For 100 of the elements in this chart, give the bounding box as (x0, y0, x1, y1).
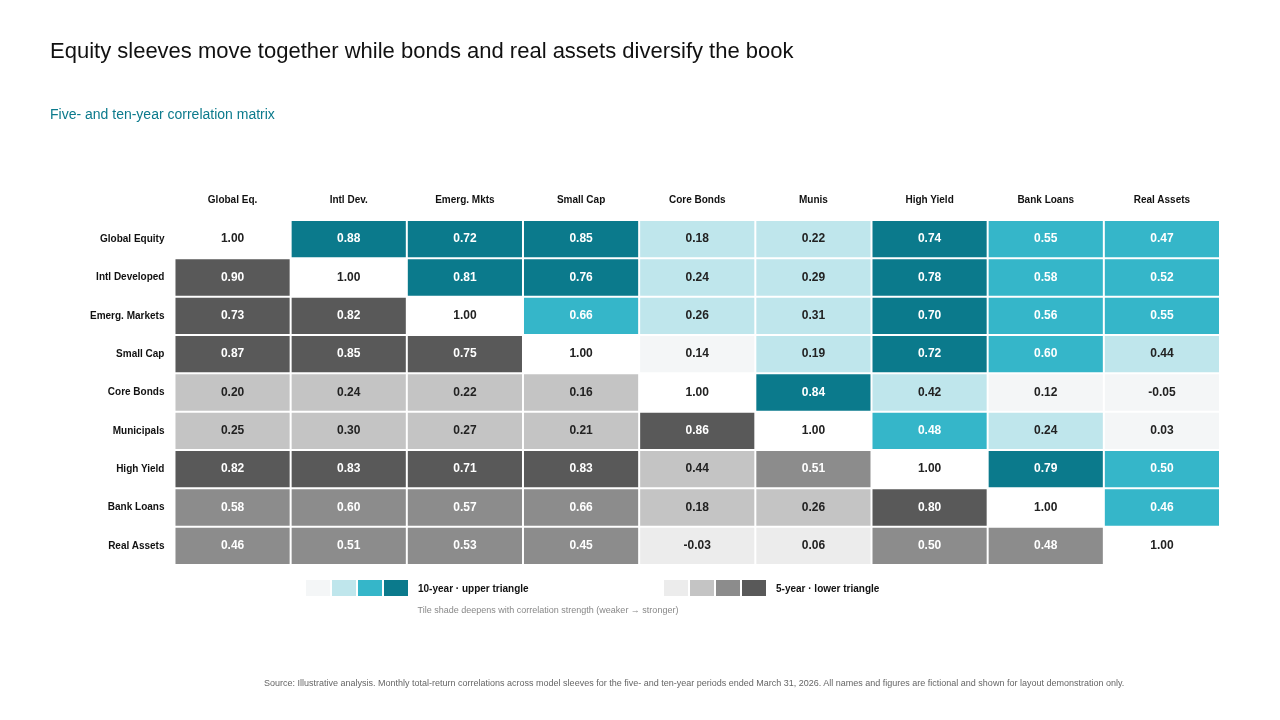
data-label: 0.48 (1034, 538, 1058, 553)
y-tick-label: Real Assets (108, 539, 165, 551)
chart-subtitle: Five- and ten-year correlation matrix (50, 106, 275, 122)
data-label: 1.00 (917, 461, 942, 476)
data-label: 0.12 (1034, 384, 1058, 399)
data-label: 0.52 (1150, 269, 1174, 284)
data-label: 0.03 (1150, 423, 1174, 438)
data-label: 0.26 (685, 308, 710, 323)
y-tick-label: Municipals (112, 424, 165, 436)
data-label: 1.00 (453, 308, 477, 323)
data-label: 0.53 (453, 538, 477, 553)
x-tick-label: Core Bonds (668, 193, 727, 205)
data-label: 0.24 (337, 384, 361, 399)
data-label: 0.76 (569, 269, 594, 284)
text: Tile shade deepens with correlation strength (weaker → stronger) (416, 605, 680, 615)
data-label: 0.55 (1150, 308, 1174, 323)
data-label: 0.06 (801, 538, 826, 553)
data-label: 0.51 (337, 538, 361, 553)
data-label: 1.00 (1034, 499, 1058, 514)
data-label: 1.00 (685, 384, 710, 399)
data-label: 0.60 (1034, 346, 1058, 361)
data-label: 0.55 (1034, 231, 1058, 246)
data-label: 0.51 (801, 461, 826, 476)
data-label: 0.24 (1034, 423, 1058, 438)
source-note: Source: Illustrative analysis. Monthly total-return correlations across model sleeves for the five- and ten-year periods ended March 31, 2026. All names and figures are fictional and shown for layout demonstration only. (264, 677, 1126, 689)
data-label: 0.21 (569, 423, 594, 438)
data-label: 0.57 (453, 499, 477, 514)
data-label: 0.70 (917, 308, 942, 323)
data-label: 0.83 (337, 461, 361, 476)
data-label: 0.30 (337, 423, 361, 438)
data-label: 0.58 (1034, 269, 1058, 284)
data-label: 0.72 (917, 346, 942, 361)
data-label: 0.83 (569, 461, 594, 476)
y-tick-label: Small Cap (116, 347, 165, 359)
data-label: 0.25 (220, 423, 245, 438)
data-label: 0.58 (220, 499, 245, 514)
data-label: 0.73 (220, 308, 245, 323)
data-label: 1.00 (1150, 538, 1174, 553)
x-tick-label: Munis (798, 193, 829, 205)
data-label: 0.18 (685, 231, 710, 246)
y-tick-label: High Yield (116, 462, 165, 474)
y-tick-label: Bank Loans (107, 501, 165, 513)
data-label: 0.47 (1150, 231, 1174, 246)
data-label: 0.74 (917, 231, 942, 246)
data-label: 0.44 (685, 461, 710, 476)
data-label: 0.46 (1150, 499, 1174, 514)
data-label: -0.03 (683, 538, 712, 553)
data-label: 0.22 (453, 384, 477, 399)
data-label: 0.80 (917, 499, 942, 514)
data-label: -0.05 (1148, 384, 1176, 399)
data-label: 0.81 (453, 269, 477, 284)
chart-title: Equity sleeves move together while bonds and real assets diversify the book (50, 38, 794, 64)
text: 10-year · upper triangle (418, 582, 529, 594)
data-label: 0.88 (337, 231, 361, 246)
data-label: 1.00 (220, 231, 245, 246)
data-label: 0.85 (569, 231, 594, 246)
data-label: 0.86 (685, 423, 710, 438)
y-tick-label: Global Equity (100, 232, 165, 244)
data-label: 0.72 (453, 231, 477, 246)
data-label: 0.60 (337, 499, 361, 514)
y-tick-label: Core Bonds (107, 386, 165, 398)
data-label: 0.78 (917, 269, 942, 284)
x-tick-label: Emerg. Mkts (435, 193, 496, 205)
data-label: 0.19 (801, 346, 826, 361)
data-label: 1.00 (337, 269, 361, 284)
x-tick-label: Intl Dev. (329, 193, 369, 205)
data-label: 0.14 (685, 346, 710, 361)
data-label: 0.46 (220, 538, 245, 553)
data-label: 0.87 (220, 346, 245, 361)
data-label: 0.71 (453, 461, 477, 476)
text: 5-year · lower triangle (776, 582, 880, 594)
data-label: 0.85 (337, 346, 361, 361)
x-tick-label: Bank Loans (1017, 193, 1075, 205)
data-label: 0.66 (569, 499, 594, 514)
data-label: 0.16 (569, 384, 594, 399)
data-label: 0.79 (1034, 461, 1058, 476)
data-label: 0.29 (801, 269, 826, 284)
data-label: 0.48 (917, 423, 942, 438)
x-tick-label: High Yield (905, 193, 954, 205)
data-label: 0.27 (453, 423, 477, 438)
data-label: 0.44 (1150, 346, 1174, 361)
data-label: 0.50 (1150, 461, 1174, 476)
data-label: 0.82 (337, 308, 361, 323)
data-label: 0.24 (685, 269, 710, 284)
data-label: 0.42 (917, 384, 942, 399)
y-tick-label: Emerg. Markets (89, 309, 165, 321)
data-label: 0.66 (569, 308, 594, 323)
data-label: 0.45 (569, 538, 594, 553)
data-label: 0.18 (685, 499, 710, 514)
data-label: 0.90 (220, 269, 245, 284)
x-tick-label: Real Assets (1133, 193, 1191, 205)
x-tick-label: Global Eq. (207, 193, 258, 205)
data-label: 1.00 (569, 346, 594, 361)
data-label: 0.82 (220, 461, 245, 476)
data-label: 0.20 (220, 384, 245, 399)
data-label: 0.31 (801, 308, 826, 323)
data-label: 0.56 (1034, 308, 1058, 323)
y-tick-label: Intl Developed (96, 271, 165, 283)
data-label: 1.00 (801, 423, 826, 438)
x-tick-label: Small Cap (556, 193, 606, 205)
